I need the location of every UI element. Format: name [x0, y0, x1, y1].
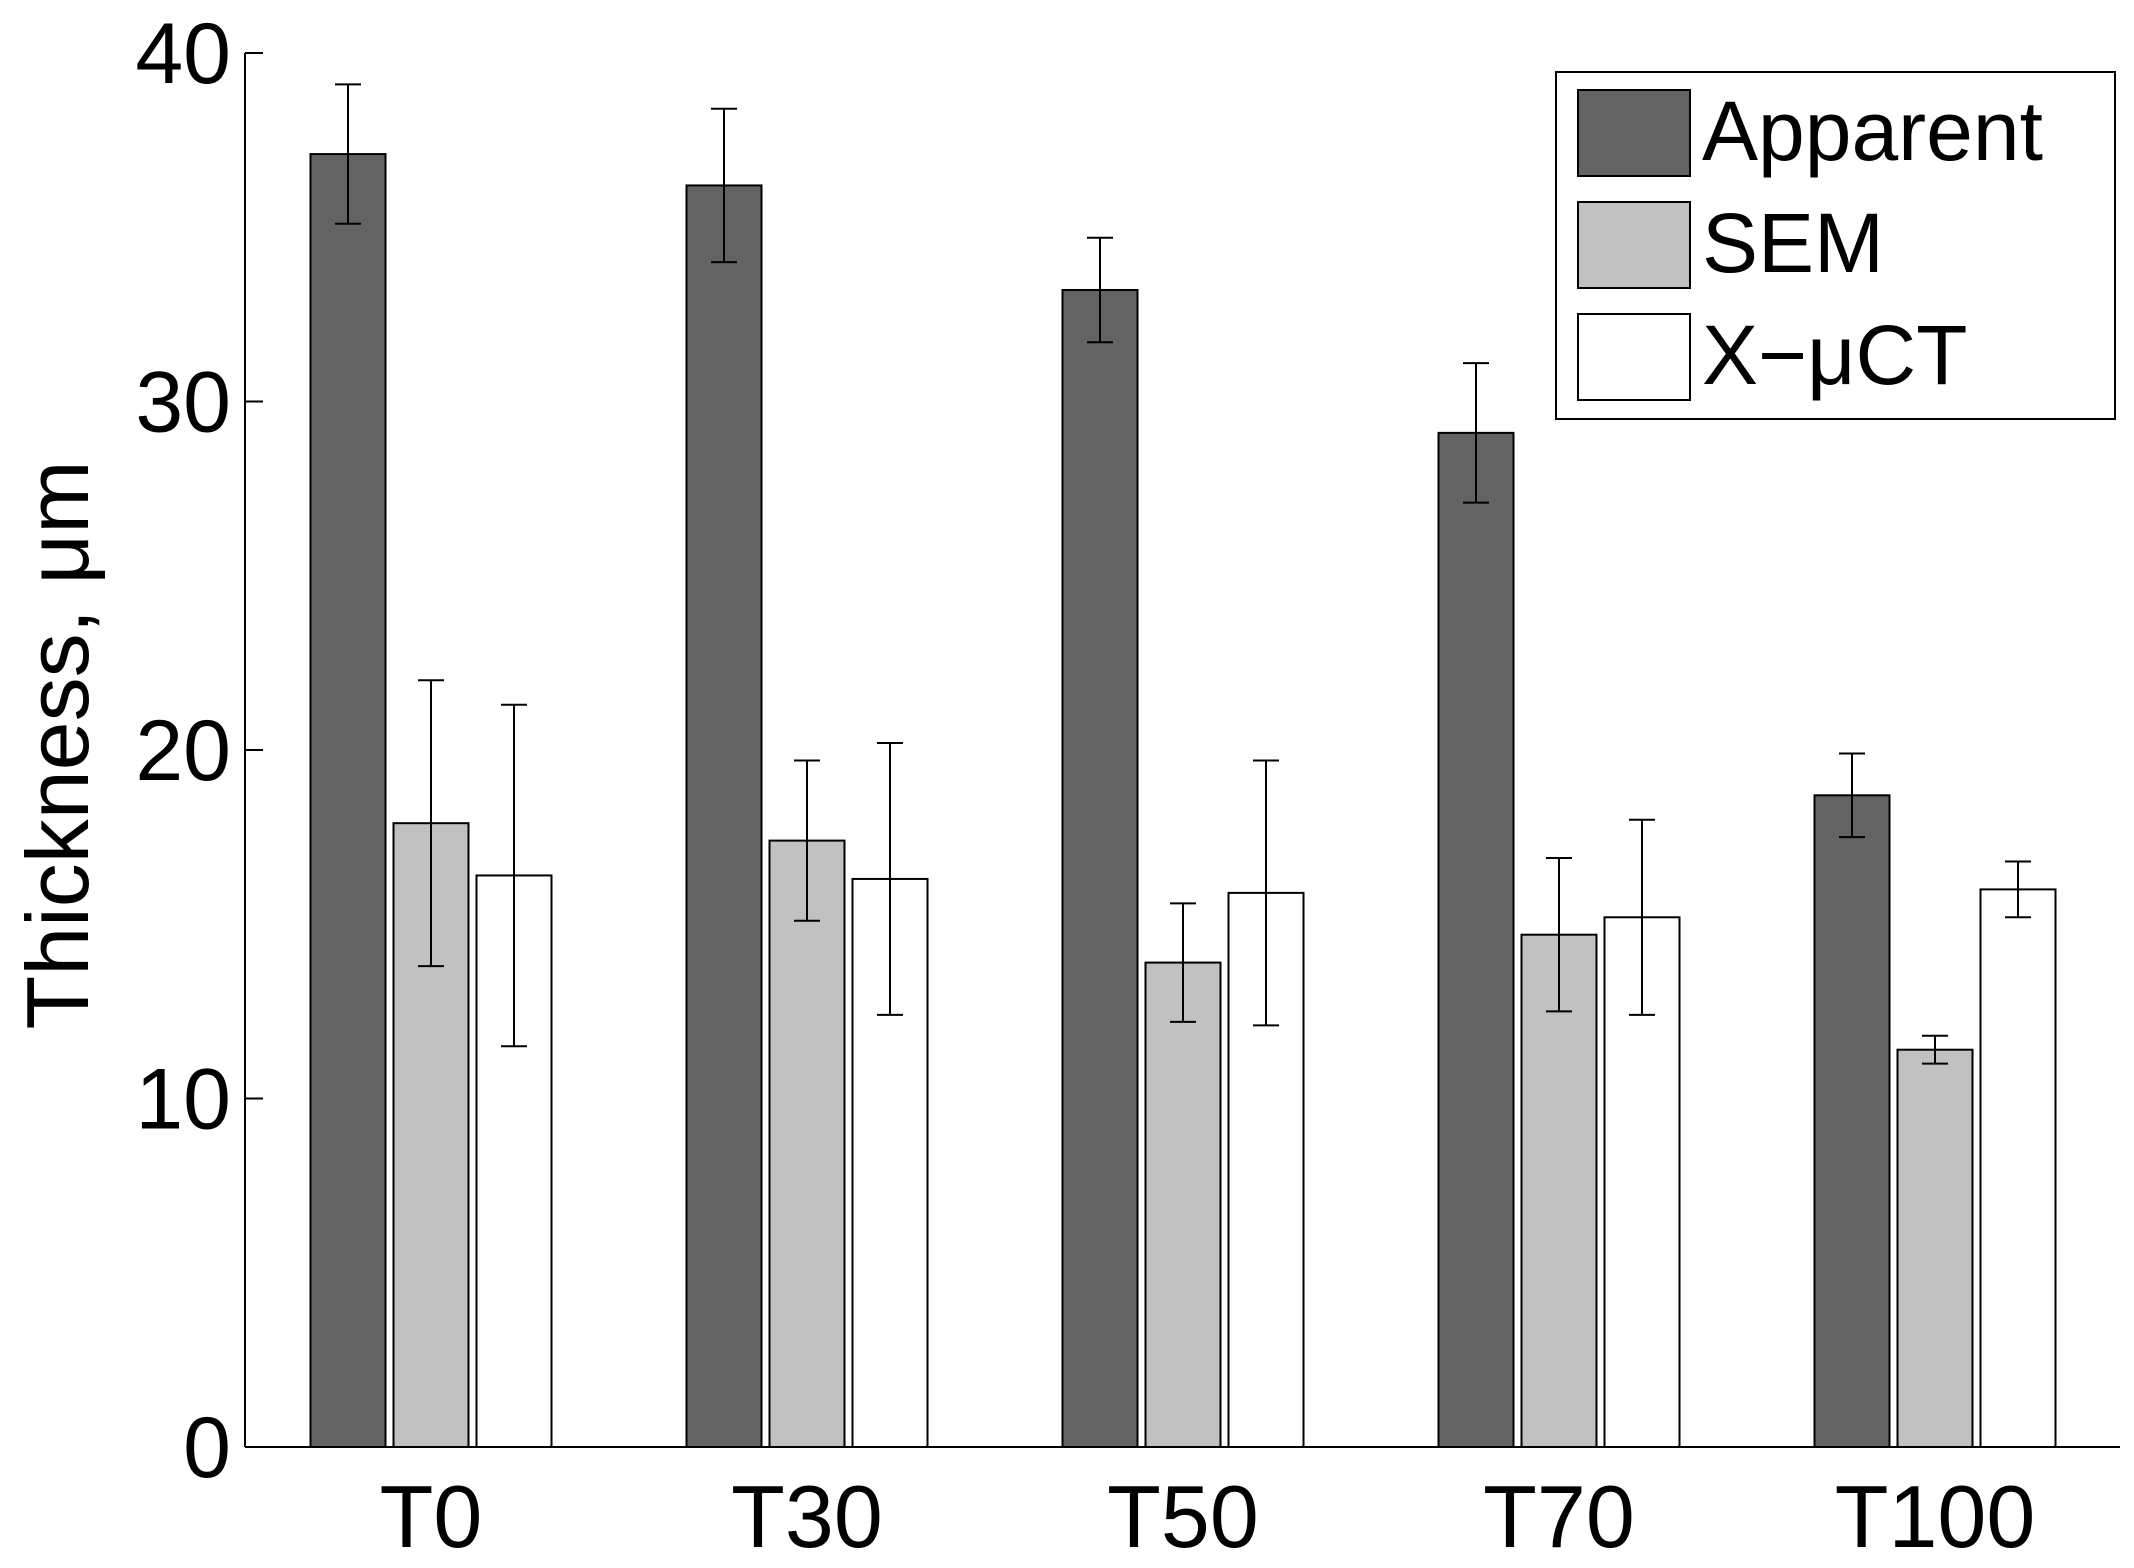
legend-label: Apparent	[1702, 84, 2043, 178]
x-tick-label: T70	[1483, 1467, 1635, 1563]
legend-label: SEM	[1702, 196, 1884, 290]
legend-swatch-sem	[1577, 201, 1691, 289]
x-tick-label: T30	[731, 1467, 883, 1563]
x-tick-label: T0	[380, 1467, 483, 1563]
bar-xct-t0	[475, 874, 553, 1448]
bar-apparent-t100	[1813, 794, 1891, 1448]
bar-apparent-t70	[1437, 431, 1515, 1448]
legend-swatch-xct	[1577, 313, 1691, 401]
bar-apparent-t30	[685, 184, 763, 1448]
x-tick-label: T50	[1107, 1467, 1259, 1563]
bar-sem-t70	[1520, 933, 1598, 1448]
legend-label: X−μCT	[1702, 308, 1967, 402]
y-tick-label: 10	[135, 1052, 231, 1148]
bar-xct-t100	[1979, 888, 2057, 1448]
x-tick-label: T100	[1835, 1467, 2036, 1563]
bar-apparent-t0	[309, 153, 387, 1449]
bar-apparent-t50	[1061, 288, 1139, 1449]
y-tick-label: 20	[135, 703, 231, 799]
bar-sem-t30	[768, 839, 846, 1448]
legend-swatch-apparent	[1577, 89, 1691, 177]
y-tick-label: 0	[183, 1400, 231, 1496]
y-tick-label: 40	[135, 6, 231, 102]
bar-sem-t50	[1144, 961, 1222, 1449]
bar-sem-t100	[1896, 1048, 1974, 1448]
y-axis-label: Thickness, μm	[8, 460, 107, 1029]
y-tick-label: 30	[135, 355, 231, 451]
